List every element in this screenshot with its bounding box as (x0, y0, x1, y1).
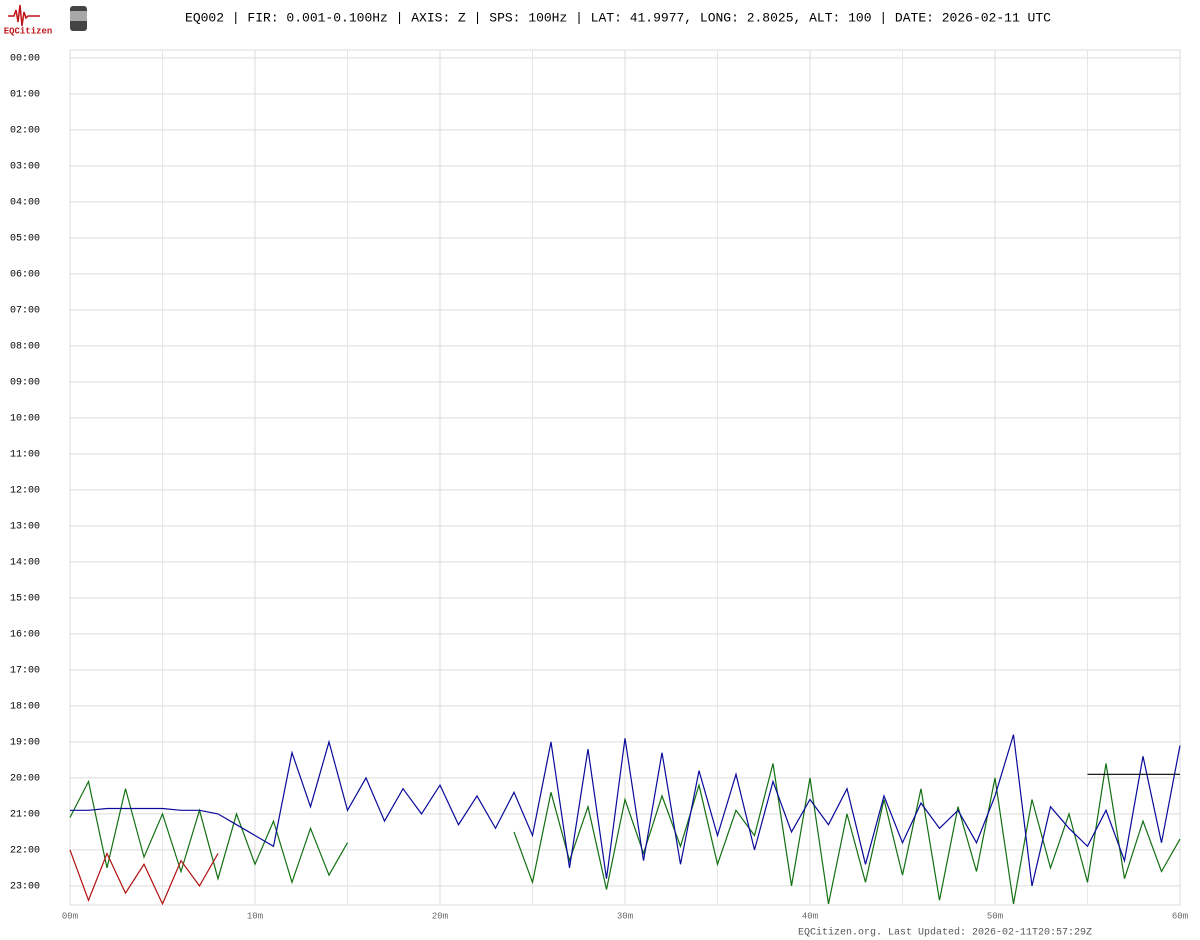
x-tick-label: 50m (987, 911, 1003, 921)
y-tick-label: 00:00 (10, 54, 40, 65)
y-tick-label: 03:00 (10, 162, 40, 173)
y-tick-label: 17:00 (10, 666, 40, 677)
y-tick-label: 12:00 (10, 486, 40, 497)
y-tick-label: 07:00 (10, 306, 40, 317)
y-tick-label: 21:00 (10, 810, 40, 821)
x-tick-label: 40m (802, 911, 818, 921)
logo-text: EQCitizen (4, 26, 53, 36)
traces (69, 734, 1181, 906)
trace (70, 734, 1181, 887)
y-tick-label: 01:00 (10, 90, 40, 101)
y-tick-label: 04:00 (10, 198, 40, 209)
y-tick-label: 15:00 (10, 594, 40, 605)
y-tick-label: 10:00 (10, 414, 40, 425)
y-tick-label: 06:00 (10, 270, 40, 281)
grid (69, 50, 1181, 905)
x-tick-label: 20m (432, 911, 448, 921)
footer: EQCitizen.org. Last Updated: 2026-02-11T… (798, 927, 1092, 939)
x-tick-label: 00m (62, 911, 78, 921)
sensor-icon (70, 6, 87, 31)
y-tick-label: 23:00 (10, 882, 40, 893)
y-tick-label: 08:00 (10, 342, 40, 353)
sensor-band (70, 11, 87, 21)
labels: 00:00 01:00 02:00 03:00 04:00 05:00 06:00 07:00… (10, 54, 1188, 922)
logo-wave (8, 4, 40, 27)
x-tick-label: 30m (617, 911, 633, 921)
y-tick-label: 11:00 (10, 450, 40, 461)
y-tick-label: 20:00 (10, 774, 40, 785)
trace (69, 763, 1181, 905)
y-tick-label: 16:00 (10, 630, 40, 641)
y-tick-label: 14:00 (10, 558, 40, 569)
y-tick-label: 22:00 (10, 846, 40, 857)
trace (69, 849, 219, 906)
y-tick-label: 02:00 (10, 126, 40, 137)
y-tick-label: 09:00 (10, 378, 40, 389)
y-tick-label: 18:00 (10, 702, 40, 713)
y-tick-label: 13:00 (10, 522, 40, 533)
y-tick-label: 19:00 (10, 738, 40, 749)
x-tick-label: 10m (247, 911, 263, 921)
chart-title: EQ002 | FIR: 0.001-0.100Hz | AXIS: Z | S… (185, 10, 1051, 25)
logo: EQCitizen (4, 4, 53, 36)
x-tick-label: 60m (1172, 911, 1188, 921)
y-tick-label: 05:00 (10, 234, 40, 245)
